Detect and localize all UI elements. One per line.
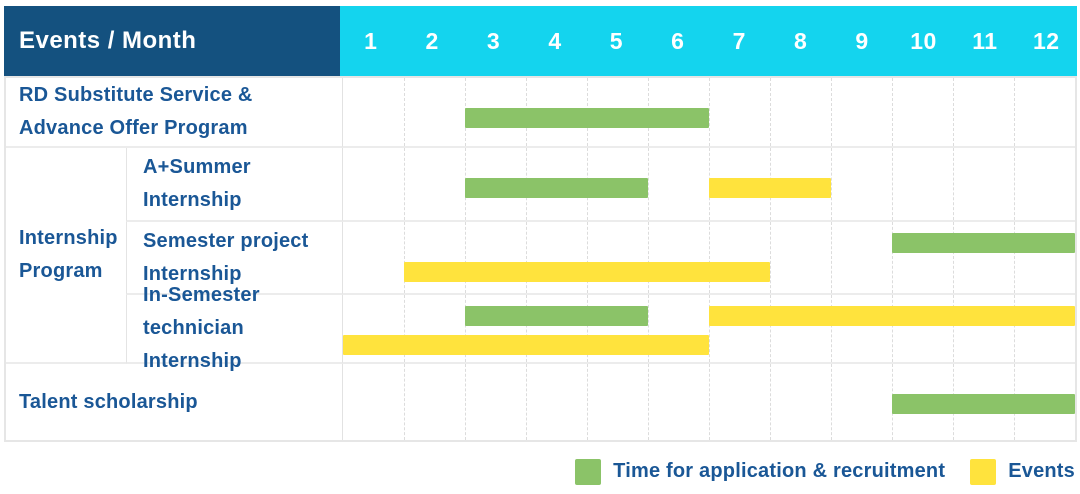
month-header-cell: 10 (910, 27, 937, 54)
chart-row-a-summer-internship (342, 148, 1075, 222)
month-gridline (709, 78, 710, 146)
month-header-cell: 2 (425, 27, 439, 54)
month-gridline (831, 222, 832, 293)
events-month-header-cell: Events / Month (4, 6, 340, 76)
gantt-bar-green (892, 394, 1075, 414)
gantt-bar-green (465, 178, 648, 198)
month-gridline (709, 295, 710, 362)
month-gridline (1014, 148, 1015, 220)
month-gridline (404, 222, 405, 293)
month-gridline (831, 78, 832, 146)
row-label-talent-scholarship: Talent scholarship (6, 364, 342, 440)
gantt-bar-yellow (404, 262, 770, 282)
month-gridline (831, 295, 832, 362)
legend-label: Time for application & recruitment (613, 460, 946, 482)
legend-swatch-yellow (970, 458, 997, 485)
month-gridline (953, 78, 954, 146)
row-label-line: Internship (143, 262, 242, 285)
month-header-cell: 9 (855, 27, 869, 54)
legend-swatch-green (575, 458, 602, 485)
legend: Time for application & recruitment Event… (575, 458, 1075, 485)
month-gridline (831, 148, 832, 220)
month-gridline (770, 222, 771, 293)
row-label-a-summer-internship: A+Summer Internship (126, 148, 342, 222)
month-gridline (953, 222, 954, 293)
legend-item-events: Events (970, 458, 1075, 485)
month-gridline (648, 222, 649, 293)
table-header-row: Events / Month 1 2 3 4 5 6 7 8 9 10 11 12 (4, 6, 1077, 76)
gantt-bar-green (465, 306, 648, 326)
month-gridline (770, 295, 771, 362)
month-gridline (648, 364, 649, 440)
month-gridline (648, 148, 649, 220)
row-label-line: A+Summer (143, 156, 251, 178)
row-label-line: In-Semester (143, 284, 260, 306)
month-gridline (892, 78, 893, 146)
events-month-title: Events / Month (19, 27, 197, 54)
row-label-semester-project-internship: Semester project Internship (126, 222, 342, 295)
legend-item-application-recruitment: Time for application & recruitment (575, 458, 946, 485)
month-gridline (526, 364, 527, 440)
chart-row-talent-scholarship (342, 364, 1075, 440)
month-gridline (526, 222, 527, 293)
month-header-row: 1 2 3 4 5 6 7 8 9 10 11 12 (340, 6, 1077, 76)
month-header-cell: 6 (671, 27, 685, 54)
month-gridline (404, 364, 405, 440)
row-label-rd-substitute: RD Substitute Service & Advance Offer Pr… (6, 78, 342, 148)
row-label-line: RD Substitute Service & (19, 84, 253, 106)
group-label-line: Internship (19, 227, 118, 249)
month-header-cell: 11 (972, 27, 998, 54)
month-gridline (648, 295, 649, 362)
chart-row-rd-substitute (342, 78, 1075, 148)
month-header-cell: 1 (364, 27, 378, 54)
chart-row-semester-project-internship (342, 222, 1075, 295)
gantt-bar-green (892, 233, 1075, 253)
gantt-bar-yellow (343, 335, 709, 355)
gantt-bar-yellow (709, 306, 1075, 326)
row-label-in-semester-technician-internship: In-Semester technician Internship (126, 284, 342, 372)
month-gridline (770, 364, 771, 440)
table-body: RD Substitute Service & Advance Offer Pr… (4, 76, 1077, 442)
month-gridline (465, 222, 466, 293)
month-gridline (709, 364, 710, 440)
row-label-line: Advance Offer Program (19, 117, 248, 139)
month-gridline (892, 295, 893, 362)
month-gridline (953, 295, 954, 362)
gantt-table: Events / Month 1 2 3 4 5 6 7 8 9 10 11 12 RD Substi… (4, 6, 1077, 442)
row-label-line: Talent scholarship (19, 390, 198, 413)
month-header-cell: 7 (732, 27, 746, 54)
month-gridline (709, 222, 710, 293)
month-header-cell: 5 (609, 27, 623, 54)
gantt-bar-yellow (709, 178, 831, 198)
month-gridline (770, 78, 771, 146)
month-gridline (587, 364, 588, 440)
month-gridline (465, 364, 466, 440)
month-header-cell: 12 (1033, 27, 1060, 54)
month-gridline (526, 295, 527, 362)
month-gridline (465, 295, 466, 362)
gantt-bar-green (465, 108, 709, 128)
month-gridline (587, 295, 588, 362)
chart-row-in-semester-technician-internship (342, 295, 1075, 364)
month-gridline (953, 148, 954, 220)
month-header-cell: 8 (793, 27, 808, 54)
month-gridline (404, 78, 405, 146)
month-gridline (831, 364, 832, 440)
legend-label: Events (1008, 460, 1075, 482)
month-gridline (892, 148, 893, 220)
group-label-line: Program (19, 260, 103, 282)
month-gridline (404, 148, 405, 220)
month-header-cell: 4 (548, 27, 562, 54)
month-gridline (587, 222, 588, 293)
month-gridline (892, 222, 893, 293)
row-label-line: Internship (143, 189, 242, 211)
month-gridline (1014, 222, 1015, 293)
month-gridline (1014, 78, 1015, 146)
row-label-line: technician Internship (143, 317, 244, 372)
month-gridline (1014, 295, 1015, 362)
row-group-internship-program: Internship Program (6, 148, 126, 364)
month-header-cell: 3 (486, 27, 501, 54)
month-gridline (404, 295, 405, 362)
row-label-line: Semester project (143, 229, 309, 252)
